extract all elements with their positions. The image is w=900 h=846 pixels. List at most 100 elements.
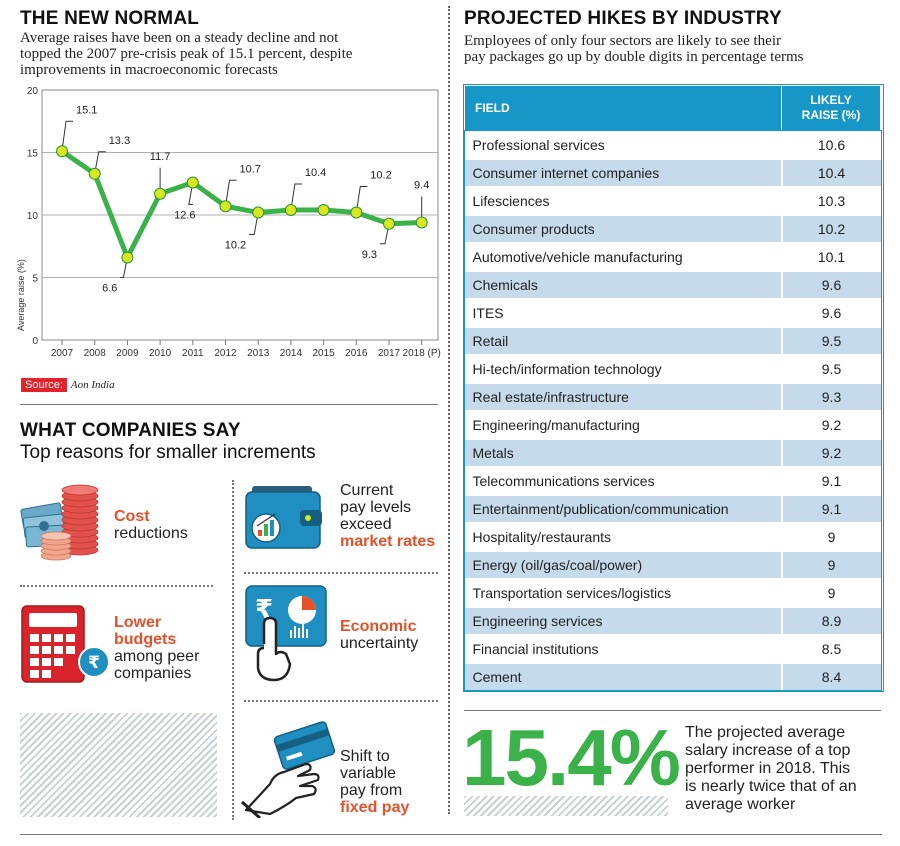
data-label: 12.6 (174, 210, 195, 222)
x-tick-label: 2013 (247, 348, 270, 359)
divider (20, 404, 438, 405)
data-label: 15.1 (76, 104, 97, 116)
cell-field: Professional services (464, 130, 783, 159)
data-point (350, 206, 363, 219)
data-label: 10.7 (240, 163, 261, 175)
cell-field: Engineering services (464, 606, 783, 635)
column-header-field: FIELD (464, 85, 782, 132)
table-row: Automotive/vehicle manufacturing 10.1 (464, 242, 881, 271)
cell-raise: 10.2 (781, 214, 881, 243)
cell-raise: 9.5 (781, 326, 881, 355)
highlight-line: is nearly twice that of an (685, 778, 857, 795)
cell-raise: 9.2 (781, 438, 881, 467)
cell-field: Financial institutions (464, 634, 783, 663)
cell-field: Hi-tech/information technology (464, 354, 783, 383)
highlight-line: performer in 2018. This (685, 760, 851, 777)
data-point (56, 145, 68, 158)
cell-raise: 9 (781, 522, 881, 551)
table-row: Cement 8.4 (464, 662, 881, 690)
table-row: Metals 9.2 (464, 438, 881, 467)
x-tick-label: 2014 (280, 348, 303, 359)
column-header-raise-line: LIKELY (810, 93, 852, 107)
data-point (284, 204, 297, 216)
cell-raise: 9.3 (781, 382, 881, 411)
leader-line (61, 120, 73, 152)
chart-title: THE NEW NORMAL (20, 8, 200, 29)
table-row: Engineering services 8.9 (464, 606, 881, 635)
data-point (415, 216, 428, 229)
table-row: Energy (oil/gas/coal/power) 9 (464, 550, 881, 579)
table-row: Consumer products 10.2 (464, 214, 881, 243)
table-row: Professional services 10.6 (464, 130, 881, 159)
divider (464, 710, 881, 711)
cell-field: Consumer products (464, 214, 783, 243)
data-point (383, 217, 395, 230)
leader-line (380, 223, 390, 245)
svg-text:₹: ₹ (88, 653, 100, 673)
data-label: 6.6 (102, 283, 117, 295)
reason-variable-bold: fixed pay (340, 799, 410, 816)
reason-current-pay-line: Current (340, 482, 394, 499)
data-label: 10.4 (305, 167, 326, 179)
x-tick-label: 2016 (345, 348, 368, 359)
reason-lower-budgets-bold: Lower (114, 614, 162, 631)
table-subtitle: Employees of only four sectors are likel… (464, 33, 804, 65)
divider (244, 700, 438, 702)
x-tick-label: 2008 (84, 348, 107, 359)
reason-variable-line: pay from (340, 782, 403, 799)
source-label: Source: (21, 378, 67, 392)
data-point (219, 200, 232, 213)
divider (232, 480, 234, 820)
reason-variable: Shift to variable pay from fixed pay (340, 748, 409, 816)
data-point (186, 176, 199, 189)
cell-raise: 10.4 (781, 158, 881, 187)
companies-subtitle: Top reasons for smaller increments (20, 442, 316, 463)
cell-raise: 9.2 (781, 410, 881, 439)
cell-field: Chemicals (464, 270, 783, 299)
table-row: Real estate/infrastructure 9.3 (464, 382, 881, 411)
data-point (121, 251, 134, 264)
cell-raise: 9.1 (781, 494, 881, 523)
table-row: Lifesciences 10.3 (464, 186, 881, 215)
companies-title: WHAT COMPANIES SAY (20, 420, 241, 441)
cell-field: Engineering/manufacturing (464, 410, 783, 439)
highlight-line: The projected average (685, 724, 846, 741)
leader-line (188, 182, 194, 205)
table-title: PROJECTED HIKES BY INDUSTRY (464, 8, 782, 29)
x-tick-label: 2011 (182, 348, 204, 359)
reason-cost-text: reductions (114, 525, 188, 542)
reason-economic-bold: Economic (340, 618, 417, 635)
reason-economic-text: uncertainty (340, 635, 419, 652)
table-row: Transportation services/logistics 9 (464, 578, 881, 607)
cell-raise: 9 (781, 578, 881, 607)
table-row: Financial institutions 8.5 (464, 634, 881, 663)
table-subtitle-line: Employees of only four sectors are likel… (464, 33, 781, 49)
data-label: 10.2 (370, 170, 391, 182)
cell-raise: 9 (781, 550, 881, 579)
x-tick-label: 2012 (214, 348, 237, 359)
cell-field: Energy (oil/gas/coal/power) (464, 550, 783, 579)
table-row: Retail 9.5 (464, 326, 881, 355)
table-row: Telecommunications services 9.1 (464, 466, 881, 495)
cell-field: Consumer internet companies (464, 158, 783, 187)
cell-field: Real estate/infrastructure (464, 382, 783, 411)
leader-line (120, 257, 128, 278)
cell-raise: 8.5 (781, 634, 881, 663)
hand-card-icon (240, 718, 340, 820)
cell-field: Metals (464, 438, 783, 467)
table-row: Consumer internet companies 10.4 (464, 158, 881, 187)
divider (244, 572, 438, 574)
footer-rule (20, 834, 882, 835)
cell-field: Automotive/vehicle manufacturing (464, 242, 783, 271)
highlight-line: salary increase of a top (685, 742, 851, 759)
table-subtitle-line: pay packages go up by double digits in p… (464, 49, 804, 65)
cell-raise: 9.1 (781, 466, 881, 495)
calculator-rupee-icon: ₹ (20, 604, 110, 684)
hatched-filler (20, 713, 217, 817)
cell-raise: 10.1 (781, 242, 881, 271)
table-row: Chemicals 9.6 (464, 270, 881, 299)
x-tick-label: 2015 (312, 348, 335, 359)
divider (20, 585, 213, 587)
y-tick-label: 20 (27, 86, 39, 97)
hatched-filler (464, 796, 668, 816)
